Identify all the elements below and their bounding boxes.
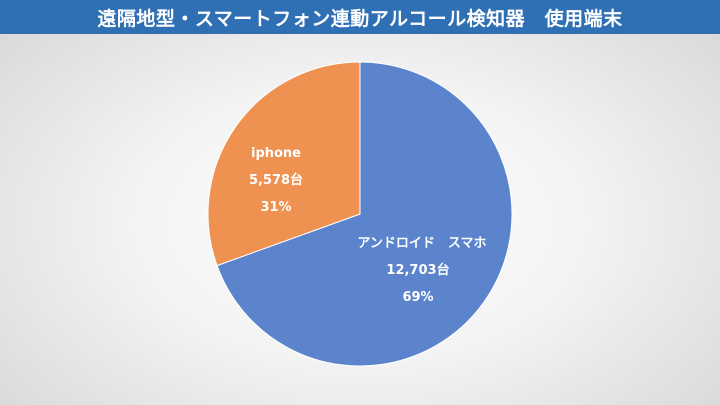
iphone-count-label: 5,578台: [249, 172, 303, 188]
title-bar: 遠隔地型・スマートフォン連動アルコール検知器 使用端末: [0, 0, 720, 34]
android-name-label: アンドロイド スマホ: [357, 236, 486, 251]
chart-title: 遠隔地型・スマートフォン連動アルコール検知器 使用端末: [97, 7, 623, 30]
android-percent-label: 69%: [402, 290, 433, 305]
iphone-name-label: iphone: [251, 146, 301, 161]
android-count-label: 12,703台: [386, 262, 449, 278]
iphone-percent-label: 31%: [260, 200, 291, 215]
pie-slice-android: [216, 61, 513, 367]
pie-slice-iphone: [207, 61, 361, 267]
